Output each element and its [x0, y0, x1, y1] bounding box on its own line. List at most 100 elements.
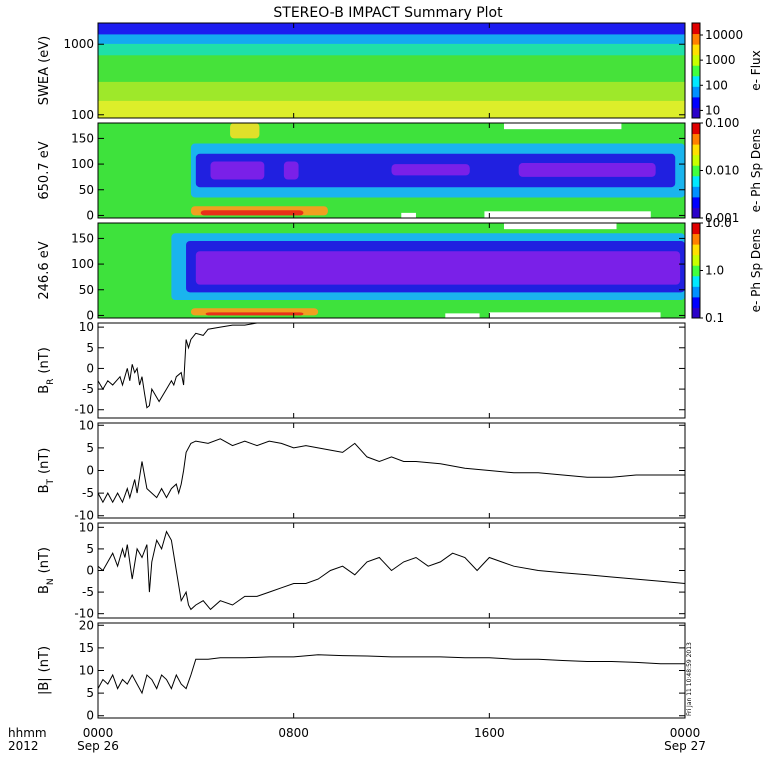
colorbar-label: e- Flux — [749, 50, 763, 90]
colorbar-tick-label: 10000 — [705, 28, 743, 42]
y-tick-label: 0 — [86, 709, 94, 723]
y-tick-label: 20 — [79, 618, 94, 632]
y-tick-label: 0 — [86, 308, 94, 322]
panel-4: 10 5 0 -5 -10 BT(nT) — [37, 418, 686, 523]
colorbar-tick-label: 100 — [705, 78, 728, 92]
colorbar-segment — [692, 196, 700, 208]
y-tick-label: 100 — [71, 257, 94, 271]
plot-title: STEREO-B IMPACT Summary Plot — [273, 5, 503, 21]
y-tick-label: -10 — [74, 509, 94, 523]
y-axis-label: BR(nT) — [37, 347, 56, 394]
colorbar-segment — [692, 86, 700, 98]
colorbar-tick-label: 1.0 — [705, 264, 724, 278]
colorbar-segment — [692, 154, 700, 166]
y-tick-label: 10 — [79, 520, 94, 534]
colorbar-segment — [692, 207, 700, 219]
colorbar-segment — [692, 296, 700, 308]
colorbar-tick-label: 1000 — [705, 53, 736, 67]
colorbar-segment — [692, 65, 700, 77]
colorbar-label: e- Ph Sp Dens — [749, 129, 763, 213]
y-axis-label: SWEA (eV) — [37, 36, 52, 105]
panel-6: 20 15 10 5 0 |B|(nT) — [37, 618, 686, 723]
y-tick-label: 100 — [71, 108, 94, 122]
series-line — [97, 530, 686, 611]
colorbar-segment — [692, 33, 700, 45]
y-tick-label: -10 — [74, 403, 94, 417]
colorbar-segment — [692, 107, 700, 119]
panel-1: 0.100 0.010 0.001 e- Ph Sp Dens 150 100 50 0 650… — [37, 116, 763, 225]
data-gap — [445, 313, 480, 318]
heatmap-layer — [98, 34, 685, 45]
date-tick-label: Sep 27 — [664, 739, 706, 753]
heatmap-band — [195, 251, 681, 285]
y-tick-label: 1000 — [63, 37, 94, 51]
colorbar-segment — [692, 265, 700, 277]
y-tick-label: -10 — [74, 607, 94, 621]
heatmap-layer — [98, 23, 685, 35]
data-gap — [484, 211, 651, 218]
colorbar-segment — [692, 133, 700, 145]
y-tick-label: 15 — [79, 641, 94, 655]
y-tick-label: 5 — [86, 686, 94, 700]
panel-frame — [97, 122, 686, 219]
heatmap-layer — [98, 55, 685, 83]
colorbar-segment — [692, 123, 700, 135]
series-line — [97, 654, 685, 695]
heatmap-band — [205, 312, 304, 316]
colorbar-segment — [692, 96, 700, 108]
heatmap-band — [518, 163, 656, 177]
heatmap-layer — [98, 81, 685, 102]
panel-frame — [97, 422, 686, 519]
y-tick-label: 5 — [86, 542, 94, 556]
heatmap-band — [200, 210, 304, 216]
panel-frame — [97, 322, 686, 419]
y-tick-label: 10 — [79, 320, 94, 334]
y-tick-label: 0 — [86, 361, 94, 375]
colorbar-tick-label: 0.100 — [705, 116, 739, 130]
colorbar-tick-label: 10.0 — [705, 216, 732, 230]
y-axis-label: 650.7 eV — [37, 141, 52, 199]
y-tick-label: 5 — [86, 341, 94, 355]
y-tick-label: 0 — [86, 208, 94, 222]
data-gap — [504, 223, 617, 230]
colorbar-segment — [692, 244, 700, 256]
data-gap — [504, 123, 622, 130]
colorbar-segment — [692, 307, 700, 319]
panel-0: 10000 1000 100 10 e- Flux 1000 100 SWEA (eV) — [37, 22, 763, 122]
colorbar-segment — [692, 23, 700, 35]
colorbar-segment — [692, 223, 700, 235]
series-line — [97, 322, 262, 409]
heatmap-band — [210, 161, 265, 180]
y-tick-label: 100 — [71, 157, 94, 171]
panel-3: 10 5 0 -5 -10 BR(nT) — [37, 320, 686, 419]
y-axis-label: 246.6 eV — [37, 241, 52, 299]
y-tick-label: -5 — [82, 382, 94, 396]
data-gap — [489, 312, 661, 318]
time-tick-label: 1600 — [474, 726, 505, 740]
y-tick-label: 5 — [86, 441, 94, 455]
y-axis-label: BN(nT) — [37, 547, 56, 594]
colorbar-segment — [692, 44, 700, 56]
y-tick-label: 50 — [79, 283, 94, 297]
colorbar-tick-label: 0.001 — [705, 211, 739, 225]
panel-2: 10.0 1.0 0.1 e- Ph Sp Dens 150 100 50 0 246.6 eV — [37, 216, 763, 325]
time-tick-label: 0800 — [278, 726, 309, 740]
colorbar-segment — [692, 275, 700, 287]
colorbar-segment — [692, 186, 700, 198]
heatmap-layer — [98, 100, 685, 119]
heatmap-band — [230, 123, 260, 139]
y-axis-label: |B|(nT) — [37, 646, 52, 695]
data-gap — [401, 212, 416, 218]
colorbar-tick-label: 0.1 — [705, 311, 724, 325]
heatmap-layer — [98, 43, 685, 56]
generation-stamp: Fri Jan 11 10:48:59 2013 — [686, 642, 693, 716]
y-tick-label: -5 — [82, 585, 94, 599]
colorbar-segment — [692, 75, 700, 87]
y-axis-label: BT(nT) — [37, 448, 56, 494]
colorbar-frame — [691, 22, 701, 119]
colorbar-tick-label: 10 — [705, 103, 720, 117]
colorbar-segment — [692, 144, 700, 156]
colorbar-label: e- Ph Sp Dens — [749, 229, 763, 313]
heatmap-band — [391, 164, 470, 176]
